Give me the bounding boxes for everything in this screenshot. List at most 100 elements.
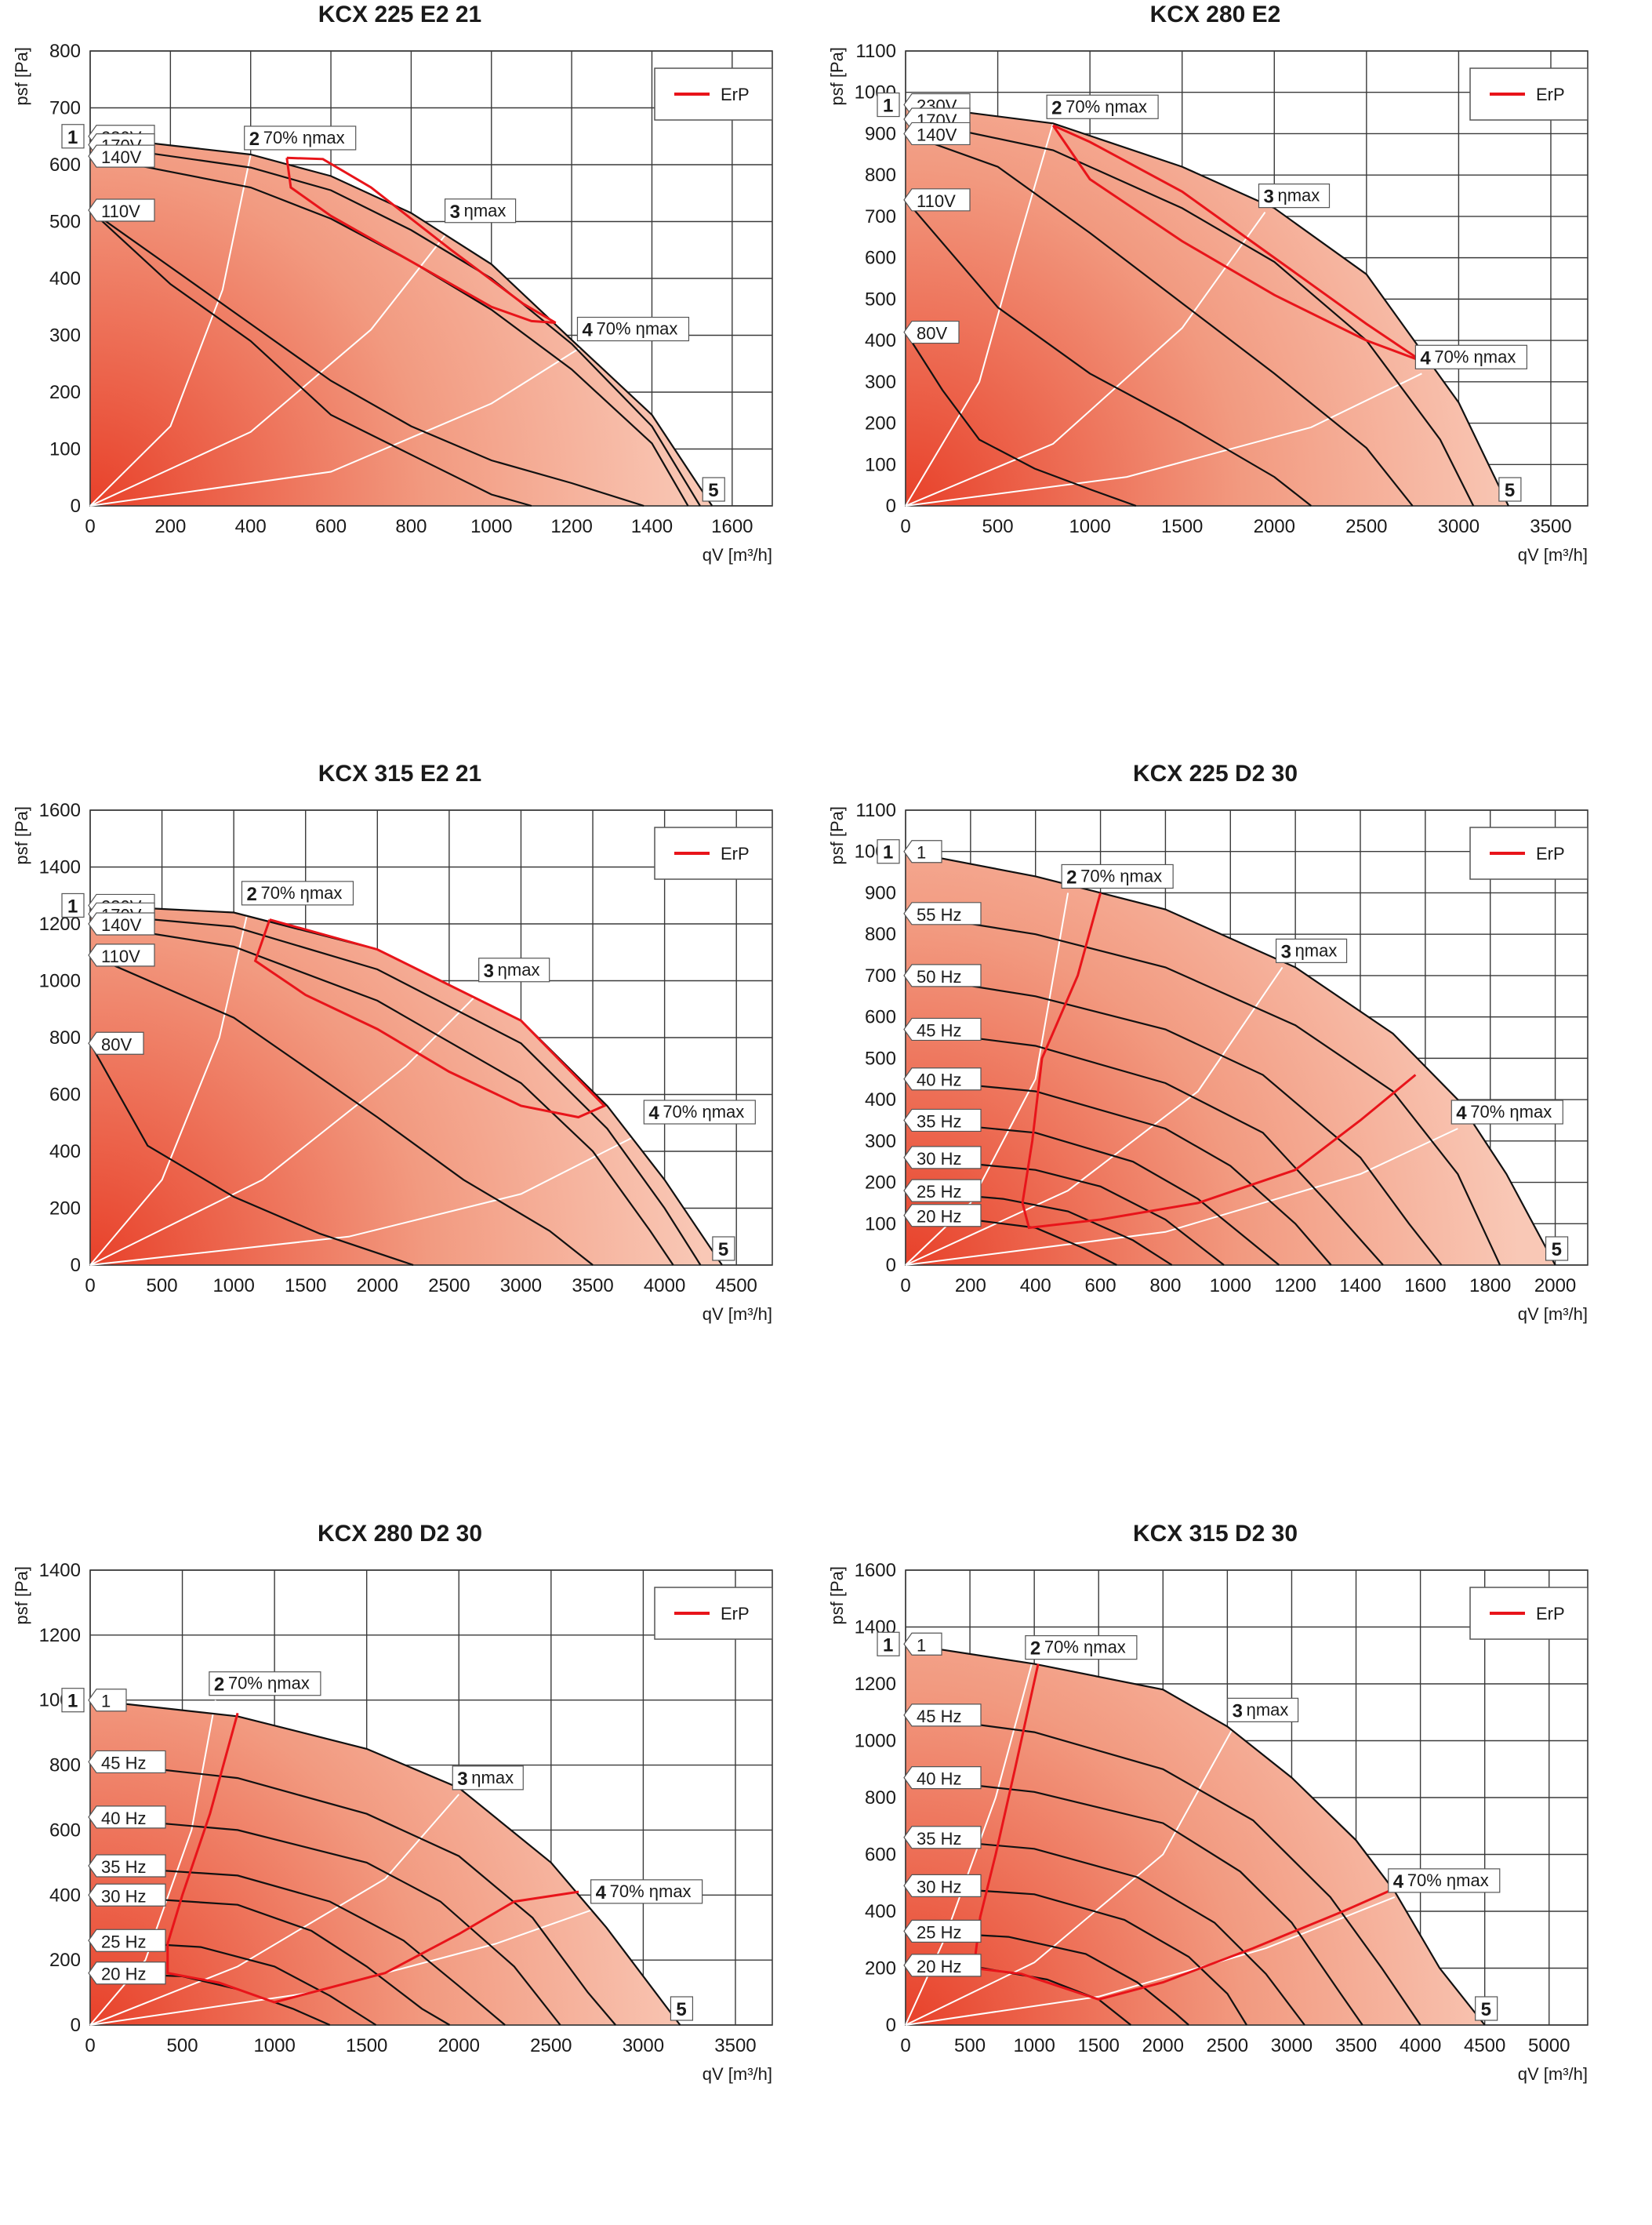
- series-label: 35 Hz: [903, 1108, 982, 1132]
- y-tick-label: 1100: [855, 41, 896, 62]
- y-tick-label: 800: [49, 1027, 81, 1049]
- efficiency-callout: 3 ηmax: [1226, 1697, 1299, 1722]
- y-tick-label: 700: [49, 98, 81, 119]
- efficiency-callout: 2 70% ηmax: [1025, 1635, 1138, 1660]
- startpoint-label: 1: [877, 92, 900, 118]
- x-tick-label: 0: [900, 2035, 910, 2056]
- erp-curve: [285, 156, 557, 324]
- y-tick-label: 200: [49, 1950, 81, 1971]
- endpoint-label: 5: [712, 1236, 735, 1261]
- series-label-tag: [903, 1954, 982, 1977]
- series-label: 40 Hz: [903, 1766, 982, 1790]
- y-tick-label: 400: [49, 1885, 81, 1906]
- series-curve: [905, 1885, 1247, 2026]
- series-label-tag: [903, 188, 971, 212]
- plot-frame: [89, 1569, 773, 2026]
- callout-label: 70% ηmax: [263, 128, 345, 147]
- efficiency-callout: 2 70% ηmax: [1046, 94, 1159, 119]
- y-tick-label: 600: [865, 248, 896, 269]
- callout-box: [1545, 1236, 1569, 1261]
- endpoint-label: 5: [702, 477, 725, 502]
- series-label-text: 25 Hz: [101, 1932, 146, 1951]
- legend: ErP: [654, 827, 773, 880]
- y-tick-label: 400: [865, 1901, 896, 1922]
- y-tick-label: 500: [865, 289, 896, 310]
- series-label-tag: [903, 1108, 982, 1132]
- chart-svg: 0 200 400 600 800 1000 1200 1400 160001002003004…: [12, 41, 773, 565]
- series-label: 140V: [903, 122, 971, 146]
- chart-panel-2: KCX 280 E2 0 500 1000 1500 2000 2500 3000 3500 0…: [823, 0, 1647, 706]
- series-label-text: 35 Hz: [101, 1857, 146, 1877]
- plot-frame: [89, 50, 773, 507]
- efficiency-line: [905, 1128, 1458, 1266]
- callout-label: 70% ηmax: [228, 1674, 310, 1693]
- callout-label: 70% ηmax: [260, 883, 342, 903]
- y-tick-label: 300: [865, 1131, 896, 1152]
- x-tick-label: 1000: [212, 1275, 254, 1296]
- callout-label: ηmax: [464, 201, 506, 220]
- series-label: 80V: [88, 1031, 144, 1055]
- startpoint-label: 1: [61, 1688, 85, 1713]
- x-tick-label: 1800: [1469, 1275, 1511, 1296]
- series-label-tag: [88, 943, 155, 967]
- efficiency-callout: 3 ηmax: [478, 958, 550, 983]
- series-label: 40 Hz: [903, 1067, 982, 1091]
- x-tick-label: 3500: [714, 2035, 756, 2056]
- efficiency-line: [905, 123, 1055, 507]
- y-tick-label: 1100: [855, 800, 896, 821]
- chart-svg: 0 500 1000 1500 2000 2500 3000 3500 4000 4500 5000…: [827, 1560, 1588, 2084]
- x-tick-label: 600: [315, 516, 347, 537]
- x-tick-label: 3000: [1271, 2035, 1313, 2056]
- series-label: 30 Hz: [903, 1874, 982, 1897]
- series-label-text: 50 Hz: [917, 967, 961, 987]
- series-label: 20 Hz: [903, 1204, 982, 1227]
- y-tick-label: 0: [886, 2015, 896, 2036]
- series-label-text: 45 Hz: [101, 1753, 146, 1772]
- callout-number: 4: [596, 1882, 607, 1903]
- series-label-tag: [903, 902, 982, 925]
- series-label-tag: [903, 1766, 982, 1790]
- efficiency-line: [89, 154, 252, 507]
- efficiency-line: [905, 893, 1069, 1266]
- callout-number: 1: [67, 1691, 78, 1712]
- x-tick-label: 1500: [346, 2035, 387, 2056]
- series-label: 45 Hz: [903, 1017, 982, 1042]
- legend: ErP: [654, 67, 773, 121]
- callout-box: [1498, 477, 1522, 502]
- series-label-tag: [903, 1874, 982, 1897]
- efficiency-callout: 3 ηmax: [452, 1765, 524, 1791]
- legend-box: [1469, 827, 1588, 880]
- startpoint-label: 1: [61, 124, 85, 149]
- series-label: 20 Hz: [903, 1954, 982, 1977]
- efficiency-line: [905, 1725, 1235, 2026]
- efficiency-callout: 4 70% ηmax: [1450, 1100, 1563, 1125]
- callout-label: 70% ηmax: [1434, 347, 1516, 366]
- callout-box: [877, 1631, 900, 1656]
- series-label: 45 Hz: [88, 1750, 166, 1774]
- efficiency-line: [905, 212, 1266, 507]
- y-tick-label: 100: [865, 454, 896, 475]
- x-tick-label: 1500: [285, 1275, 326, 1296]
- callout-box: [712, 1236, 735, 1261]
- y-tick-label: 0: [71, 1255, 81, 1276]
- series-label-tag: [903, 320, 960, 344]
- x-tick-label: 500: [147, 1275, 178, 1296]
- x-tick-label: 0: [900, 516, 910, 537]
- callout-label: ηmax: [498, 960, 540, 980]
- x-tick-label: 3000: [500, 1275, 542, 1296]
- x-tick-label: 3000: [1438, 516, 1480, 537]
- x-tick-label: 500: [954, 2035, 986, 2056]
- series-label-text: 45 Hz: [917, 1020, 961, 1040]
- series-curve: [905, 1714, 1421, 2026]
- x-axis-label: qV [m³/h]: [703, 1304, 772, 1324]
- y-tick-label: 800: [865, 165, 896, 186]
- callout-box: [444, 198, 517, 224]
- chart-title: KCX 315 E2 21: [318, 761, 482, 787]
- operating-area: [90, 1700, 681, 2025]
- series-label-tag: [903, 1067, 982, 1091]
- series-curve: [89, 922, 674, 1266]
- series-curve: [89, 1042, 414, 1267]
- efficiency-callout: 3 ηmax: [1275, 938, 1348, 963]
- callout-box: [877, 839, 900, 864]
- callout-number: 2: [249, 129, 260, 150]
